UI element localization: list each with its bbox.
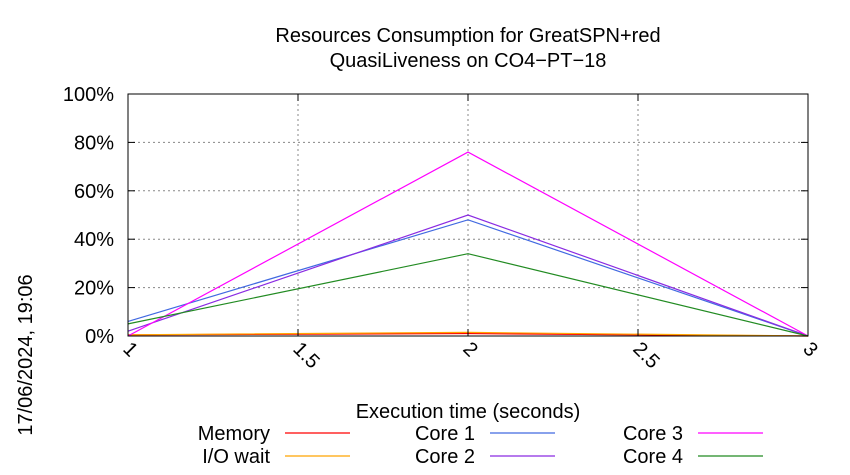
legend-label: Core 1 [415,423,475,445]
chart-title-line-2: QuasiLiveness on CO4−PT−18 [330,50,607,72]
legend-label: Memory [198,423,270,445]
series-line-core-4 [127,253,809,337]
series-line-core-2 [127,214,809,337]
axes: 0% 20% 40% 60% 80% 100% 1 1.5 2 2.5 3 [63,84,822,373]
legend-label: Core 3 [623,423,683,445]
legend-label: Core 4 [623,446,683,468]
series-line-core-1 [127,219,809,337]
legend-item-memory: Memory [198,423,350,445]
legend-item-core-2: Core 2 [415,446,555,468]
y-tick-label: 80% [74,132,114,154]
legend-item-i-o-wait: I/O wait [202,446,350,468]
y-tick-label: 0% [85,326,114,348]
legend-item-core-3: Core 3 [623,423,763,445]
x-tick-label: 2.5 [628,338,663,373]
chart-title: Resources Consumption for GreatSPN+red Q… [275,25,660,72]
x-axis-label: Execution time (seconds) [356,401,581,423]
legend-item-core-1: Core 1 [415,423,555,445]
y-tick-label: 40% [74,229,114,251]
chart-title-line-1: Resources Consumption for GreatSPN+red [275,25,660,47]
series-line-core-3 [127,151,809,337]
x-tick-label: 3 [798,338,821,361]
x-tick-label: 2 [458,338,481,361]
x-tick-label: 1 [118,338,141,361]
y-tick-label: 20% [74,278,114,300]
grid [128,94,808,336]
legend-item-core-4: Core 4 [623,446,763,468]
legend-label: Core 2 [415,446,475,468]
y-tick-label: 60% [74,181,114,203]
legend-label: I/O wait [202,446,270,468]
timestamp-label: 17/06/2024, 19:06 [15,274,37,435]
x-tick-label: 1.5 [288,338,323,373]
y-tick-label: 100% [63,84,114,106]
